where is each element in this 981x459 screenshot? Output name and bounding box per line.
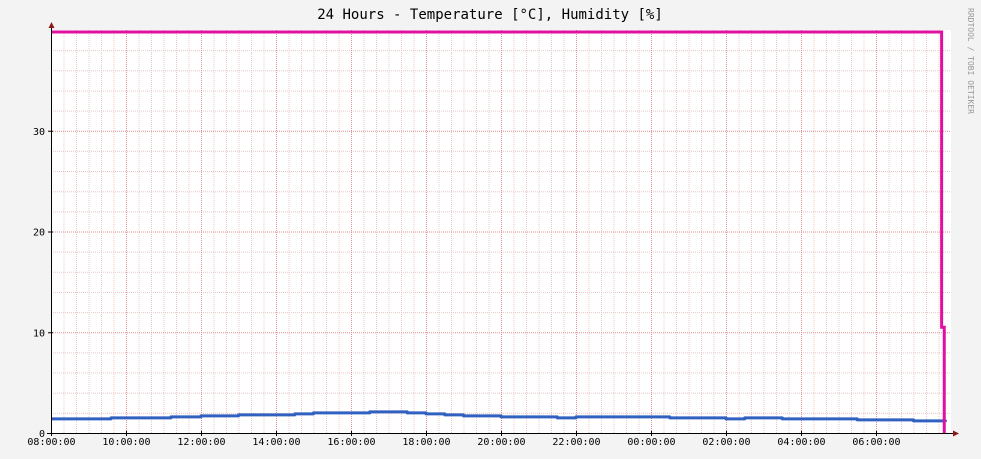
- x-tick-label: 08:00:00: [27, 437, 75, 448]
- x-tick-label: 10:00:00: [102, 437, 150, 448]
- series-line-1: [51, 410, 947, 423]
- x-tick-label: 14:00:00: [252, 437, 300, 448]
- y-tick-label: 0: [39, 429, 45, 440]
- x-tick-label: 20:00:00: [477, 437, 525, 448]
- series-line-2: [51, 30, 946, 433]
- x-axis-arrow: [953, 430, 959, 437]
- series-layer: [51, 30, 947, 433]
- label-layer: 08:00:00 10:00:00 12:00:00 14:00:00 16:00:00…: [27, 127, 900, 448]
- x-tick-label: 06:00:00: [852, 437, 900, 448]
- y-tick-label: 30: [33, 127, 45, 138]
- x-tick-label: 18:00:00: [402, 437, 450, 448]
- x-tick-label: 02:00:00: [702, 437, 750, 448]
- y-tick-label: 20: [33, 228, 45, 239]
- rrdtool-watermark: RRDTOOL / TOBI OETIKER: [966, 8, 975, 114]
- x-tick-label: 22:00:00: [552, 437, 600, 448]
- x-tick-label: 00:00:00: [627, 437, 675, 448]
- x-tick-label: 04:00:00: [777, 437, 825, 448]
- y-axis-arrow: [48, 22, 55, 28]
- axis-layer: [47, 22, 959, 437]
- x-tick-label: 12:00:00: [177, 437, 225, 448]
- y-tick-label: 10: [33, 328, 45, 339]
- chart-title: 24 Hours - Temperature [°C], Humidity [%…: [317, 7, 663, 23]
- x-tick-label: 16:00:00: [327, 437, 375, 448]
- grid-layer: [51, 30, 951, 433]
